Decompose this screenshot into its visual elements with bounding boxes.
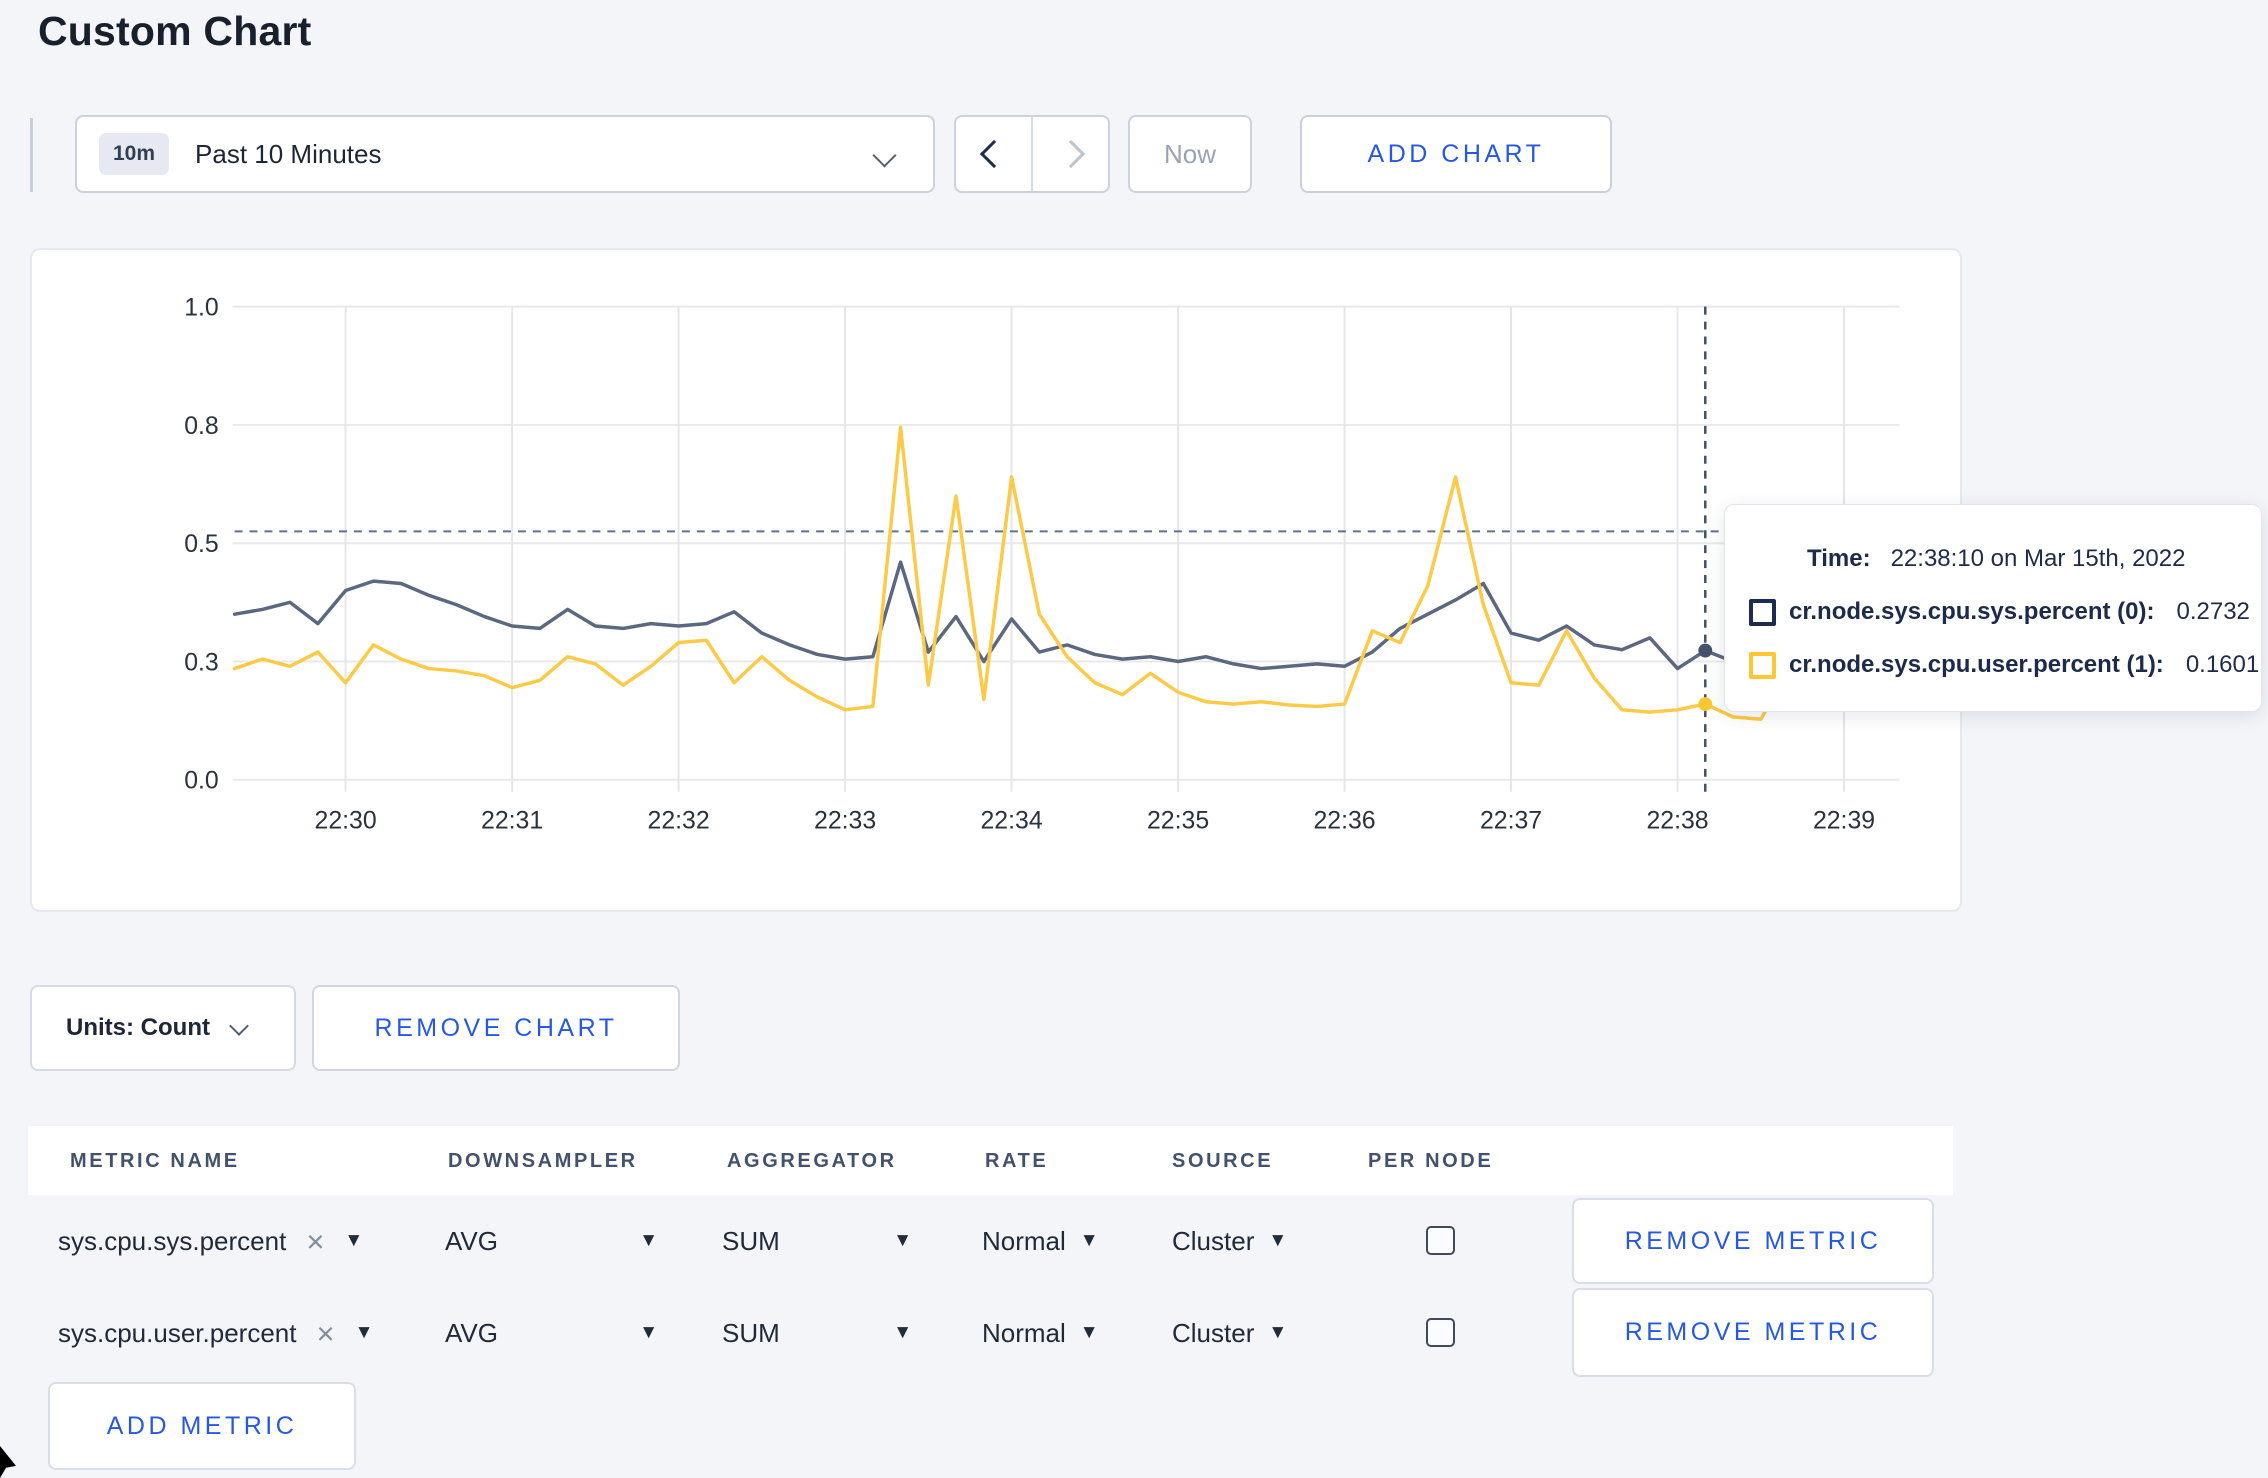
time-next-button[interactable] [1033,117,1108,191]
tooltip-time-label: Time: [1807,545,1871,572]
units-label: Units: Count [66,1014,210,1041]
metric-name-select[interactable]: sys.cpu.user.percent × ▼ [58,1313,373,1353]
controls-divider [30,118,33,192]
svg-text:22:35: 22:35 [1147,807,1209,834]
cpu-percent-chart[interactable]: 0.0 0.3 0.5 0.8 1.0 22:30 22:31 22:32 22:33 22:34… [32,250,1960,910]
tooltip-time-value: 22:38:10 on Mar 15th, 2022 [1890,545,2186,572]
aggregator-select[interactable]: SUM ▼ [722,1221,912,1261]
dropdown-arrow-icon: ▼ [893,1230,912,1251]
svg-text:22:31: 22:31 [481,807,543,834]
dropdown-arrow-icon: ▼ [1268,1322,1288,1343]
units-dropdown[interactable]: Units: Count [30,985,296,1071]
chevron-right-icon [1056,139,1085,169]
chevron-down-icon [872,143,897,168]
now-button[interactable]: Now [1128,115,1252,193]
downsampler-value: AVG [445,1317,498,1348]
chevron-left-icon [979,139,1008,169]
dropdown-arrow-icon: ▼ [344,1230,364,1251]
time-window-badge: 10m [99,133,170,175]
time-prev-button[interactable] [956,117,1033,191]
metric-name-value: sys.cpu.sys.percent [58,1225,287,1256]
chevron-down-icon [229,1016,249,1036]
sys-percent-swatch-icon [1749,598,1776,626]
downsampler-select[interactable]: AVG ▼ [445,1221,658,1261]
svg-text:0.0: 0.0 [184,768,219,795]
remove-metric-button[interactable]: REMOVE METRIC [1572,1198,1934,1284]
remove-chart-button[interactable]: REMOVE CHART [312,985,680,1071]
dropdown-arrow-icon: ▼ [354,1322,374,1343]
rate-value: Normal [982,1225,1066,1256]
rate-value: Normal [982,1317,1066,1348]
dropdown-arrow-icon: ▼ [1079,1322,1099,1343]
clear-metric-icon[interactable]: × [316,1315,335,1351]
header-downsampler: DOWNSAMPLER [448,1150,638,1172]
header-source: SOURCE [1172,1150,1274,1172]
source-value: Cluster [1172,1317,1255,1348]
svg-text:0.8: 0.8 [184,413,219,440]
chart-tooltip: Time: 22:38:10 on Mar 15th, 2022 cr.node… [1724,504,2262,712]
remove-metric-button[interactable]: REMOVE METRIC [1572,1288,1934,1377]
rate-select[interactable]: Normal ▼ [982,1313,1099,1353]
tooltip-series-label: cr.node.sys.cpu.sys.percent (0): [1789,598,2155,625]
page-title: Custom Chart [38,8,312,54]
svg-text:0.3: 0.3 [184,649,219,676]
svg-text:22:32: 22:32 [648,807,710,834]
cursor-artifact [0,1446,16,1478]
tooltip-series-value: 0.2732 [2176,598,2250,625]
per-node-checkbox[interactable] [1426,1226,1455,1255]
svg-text:22:38: 22:38 [1646,807,1708,834]
tooltip-series-row: cr.node.sys.cpu.sys.percent (0): 0.2732 [1749,592,2261,632]
svg-text:22:30: 22:30 [315,807,377,834]
downsampler-value: AVG [445,1225,498,1256]
svg-text:22:33: 22:33 [814,807,876,834]
rate-select[interactable]: Normal ▼ [982,1221,1099,1261]
svg-text:22:39: 22:39 [1813,807,1875,834]
time-window-label: Past 10 Minutes [195,138,382,169]
user-percent-swatch-icon [1749,651,1776,679]
svg-text:22:34: 22:34 [981,807,1043,834]
header-rate: RATE [985,1150,1049,1172]
dropdown-arrow-icon: ▼ [1268,1230,1288,1251]
svg-text:0.5: 0.5 [184,531,219,558]
dropdown-arrow-icon: ▼ [893,1322,912,1343]
metrics-table-header: METRIC NAME DOWNSAMPLER AGGREGATOR RATE … [28,1126,1953,1195]
per-node-checkbox[interactable] [1426,1318,1455,1347]
header-aggregator: AGGREGATOR [727,1150,897,1172]
svg-text:22:36: 22:36 [1313,807,1375,834]
tooltip-series-label: cr.node.sys.cpu.user.percent (1): [1789,651,2164,678]
header-metric-name: METRIC NAME [70,1150,240,1172]
tooltip-series-value: 0.1601 [2185,651,2260,678]
downsampler-select[interactable]: AVG ▼ [445,1313,658,1353]
time-window-dropdown[interactable]: 10m Past 10 Minutes [75,115,935,193]
dropdown-arrow-icon: ▼ [639,1230,658,1251]
add-chart-button[interactable]: ADD CHART [1300,115,1612,193]
metric-name-select[interactable]: sys.cpu.sys.percent × ▼ [58,1221,363,1261]
tooltip-time-row: Time: 22:38:10 on Mar 15th, 2022 [1807,539,2261,579]
dropdown-arrow-icon: ▼ [1079,1230,1099,1251]
svg-text:1.0: 1.0 [184,295,219,322]
source-select[interactable]: Cluster ▼ [1172,1313,1287,1353]
chart-card: 0.0 0.3 0.5 0.8 1.0 22:30 22:31 22:32 22:33 22:34… [30,248,1962,912]
header-per-node: PER NODE [1368,1150,1494,1172]
source-value: Cluster [1172,1225,1255,1256]
dropdown-arrow-icon: ▼ [639,1322,658,1343]
tooltip-series-row: cr.node.sys.cpu.user.percent (1): 0.1601 [1749,645,2261,685]
metric-name-value: sys.cpu.user.percent [58,1317,297,1348]
aggregator-select[interactable]: SUM ▼ [722,1313,912,1353]
aggregator-value: SUM [722,1225,780,1256]
source-select[interactable]: Cluster ▼ [1172,1221,1287,1261]
time-nav-group [954,115,1110,193]
clear-metric-icon[interactable]: × [306,1223,325,1259]
add-metric-button[interactable]: ADD METRIC [48,1382,356,1470]
aggregator-value: SUM [722,1317,780,1348]
svg-text:22:37: 22:37 [1480,807,1542,834]
